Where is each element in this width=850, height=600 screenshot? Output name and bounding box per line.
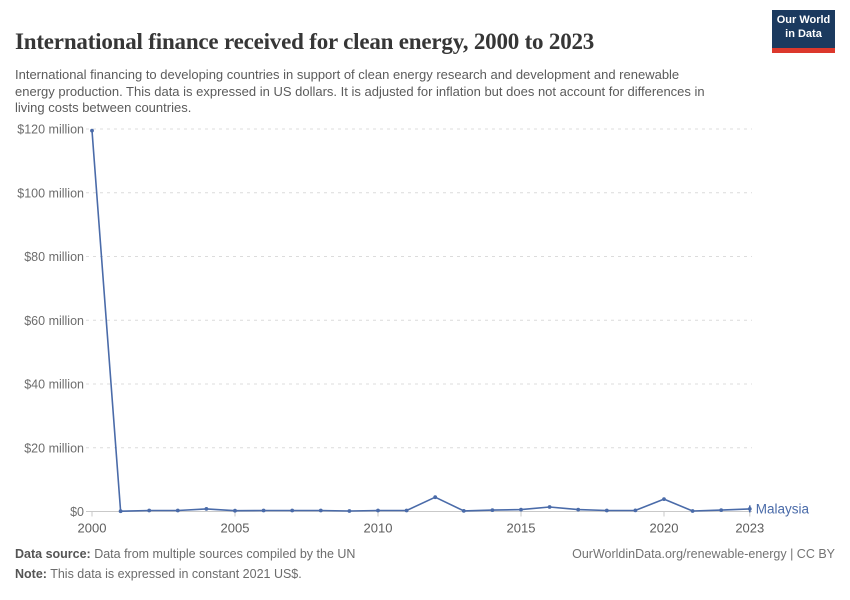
- data-point[interactable]: [633, 508, 638, 513]
- x-axis-tick-label: 2015: [507, 521, 536, 536]
- page-title: International finance received for clean…: [15, 29, 595, 55]
- y-axis-tick-label: $100 million: [17, 186, 84, 200]
- data-source-row: Data source: Data from multiple sources …: [15, 547, 835, 567]
- owid-logo-line2: in Data: [785, 27, 822, 40]
- data-point[interactable]: [662, 497, 666, 501]
- y-axis-tick-label: $20 million: [24, 441, 84, 455]
- y-axis-tick-label: $120 million: [17, 123, 84, 137]
- data-point[interactable]: [490, 508, 495, 512]
- data-point[interactable]: [404, 508, 409, 513]
- y-axis-tick-label: $0: [70, 505, 84, 519]
- data-point[interactable]: [261, 508, 266, 513]
- data-point[interactable]: [376, 508, 380, 513]
- data-point[interactable]: [204, 507, 209, 511]
- data-point[interactable]: [118, 509, 123, 514]
- data-point[interactable]: [576, 507, 581, 512]
- x-axis-tick-label: 2010: [364, 521, 393, 536]
- data-point[interactable]: [233, 508, 237, 513]
- data-source-text: Data from multiple sources compiled by t…: [90, 547, 356, 561]
- data-point[interactable]: [461, 509, 466, 513]
- x-axis-tick-label: 2020: [650, 521, 679, 536]
- cc-by-label: | CC BY: [786, 547, 835, 561]
- y-axis-tick-label: $60 million: [24, 314, 84, 328]
- data-point[interactable]: [519, 507, 523, 512]
- owid-url-link[interactable]: OurWorldinData.org/renewable-energy: [572, 547, 787, 561]
- data-point[interactable]: [719, 508, 724, 512]
- data-point[interactable]: [90, 128, 94, 133]
- chart-footer: Data source: Data from multiple sources …: [15, 547, 835, 587]
- owid-logo-line1: Our World: [776, 14, 831, 26]
- data-point[interactable]: [347, 509, 352, 513]
- line-chart[interactable]: $0 $20 million $40 million $60 million $80 m…: [0, 108, 850, 548]
- entity-label[interactable]: Malaysia: [756, 501, 810, 516]
- data-point[interactable]: [690, 509, 695, 513]
- chart-svg[interactable]: $0 $20 million $40 million $60 million $80 m…: [0, 108, 850, 548]
- chart-subtitle: International financing to developing co…: [15, 67, 705, 115]
- data-point[interactable]: [290, 508, 295, 513]
- y-axis-tick-label: $40 million: [24, 378, 84, 392]
- owid-logo[interactable]: Our World in Data: [772, 10, 835, 53]
- data-line-malaysia[interactable]: [91, 130, 750, 512]
- data-point[interactable]: [433, 495, 438, 500]
- data-point[interactable]: [318, 508, 323, 513]
- x-axis-tick-label: 2005: [221, 521, 250, 536]
- x-axis-tick-label: 2023: [735, 521, 764, 536]
- note-label: Note:: [15, 567, 47, 581]
- footer-attribution: OurWorldinData.org/renewable-energy | CC…: [572, 547, 835, 561]
- note-row: Note: This data is expressed in constant…: [15, 567, 835, 587]
- data-point[interactable]: [147, 508, 152, 513]
- y-axis-tick-label: $80 million: [24, 250, 84, 264]
- data-point[interactable]: [175, 508, 180, 513]
- note-text: This data is expressed in constant 2021 …: [46, 567, 302, 581]
- x-axis-tick-label: 2000: [78, 521, 107, 536]
- data-point[interactable]: [547, 505, 552, 509]
- data-point[interactable]: [604, 508, 609, 513]
- data-source-label: Data source:: [15, 547, 91, 561]
